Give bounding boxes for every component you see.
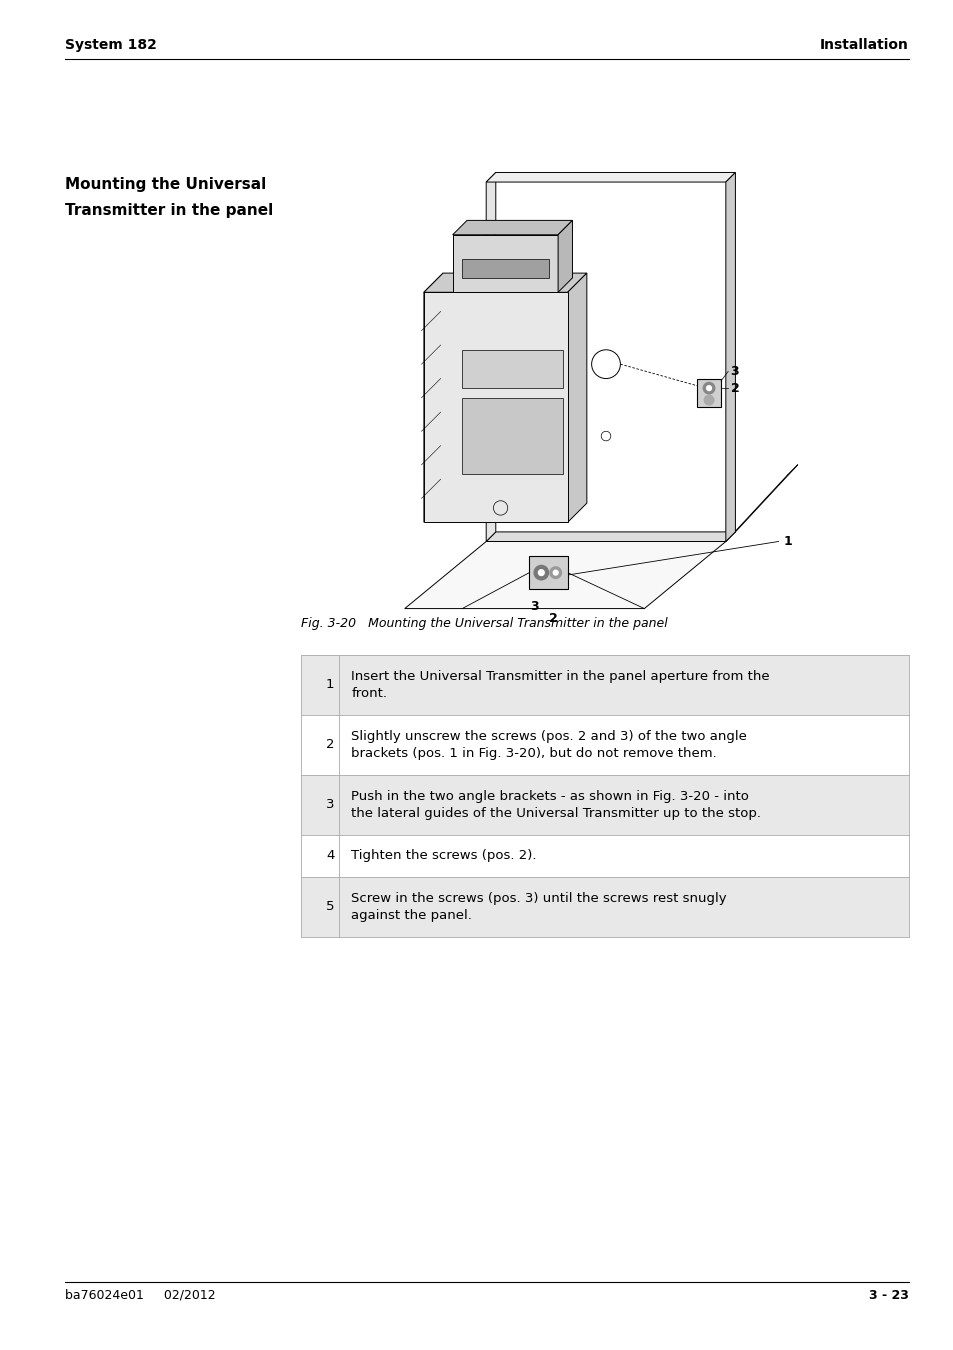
Text: 5: 5 bbox=[326, 900, 334, 914]
Text: 1: 1 bbox=[326, 679, 334, 691]
Circle shape bbox=[534, 566, 548, 580]
Circle shape bbox=[703, 396, 713, 405]
Text: 2: 2 bbox=[730, 382, 739, 394]
Polygon shape bbox=[462, 398, 562, 474]
Polygon shape bbox=[452, 220, 572, 235]
Polygon shape bbox=[486, 532, 735, 541]
Polygon shape bbox=[452, 235, 558, 293]
Text: Fig. 3-20   Mounting the Universal Transmitter in the panel: Fig. 3-20 Mounting the Universal Transmi… bbox=[301, 617, 667, 630]
Text: Screw in the screws (pos. 3) until the screws rest snugly
against the panel.: Screw in the screws (pos. 3) until the s… bbox=[351, 892, 726, 922]
Polygon shape bbox=[697, 378, 720, 408]
Polygon shape bbox=[567, 273, 586, 522]
Text: 2: 2 bbox=[326, 738, 334, 752]
Polygon shape bbox=[462, 350, 562, 389]
Text: 2: 2 bbox=[548, 612, 558, 625]
Text: 3: 3 bbox=[730, 364, 739, 378]
FancyBboxPatch shape bbox=[301, 836, 908, 878]
Text: 1: 1 bbox=[782, 535, 791, 548]
Polygon shape bbox=[404, 541, 725, 609]
Text: Insert the Universal Transmitter in the panel aperture from the
front.: Insert the Universal Transmitter in the … bbox=[351, 670, 769, 701]
FancyBboxPatch shape bbox=[301, 878, 908, 937]
Text: 4: 4 bbox=[326, 849, 334, 863]
FancyBboxPatch shape bbox=[301, 655, 908, 716]
Polygon shape bbox=[486, 173, 735, 182]
Text: Installation: Installation bbox=[820, 38, 908, 53]
Text: Slightly unscrew the screws (pos. 2 and 3) of the two angle
brackets (pos. 1 in : Slightly unscrew the screws (pos. 2 and … bbox=[351, 730, 746, 760]
Text: Mounting the Universal: Mounting the Universal bbox=[65, 177, 266, 192]
Circle shape bbox=[549, 567, 561, 578]
Text: ba76024e01     02/2012: ba76024e01 02/2012 bbox=[65, 1289, 215, 1301]
Text: Push in the two angle brackets - as shown in Fig. 3-20 - into
the lateral guides: Push in the two angle brackets - as show… bbox=[351, 790, 760, 819]
Polygon shape bbox=[423, 273, 442, 522]
Text: System 182: System 182 bbox=[65, 38, 156, 53]
Circle shape bbox=[706, 386, 711, 390]
Polygon shape bbox=[423, 293, 567, 522]
Text: 3: 3 bbox=[326, 798, 334, 811]
Polygon shape bbox=[462, 259, 548, 278]
Circle shape bbox=[537, 570, 543, 575]
Polygon shape bbox=[423, 273, 586, 293]
Polygon shape bbox=[529, 556, 567, 590]
Text: Transmitter in the panel: Transmitter in the panel bbox=[65, 202, 273, 217]
Text: 3: 3 bbox=[529, 599, 537, 613]
Polygon shape bbox=[486, 173, 496, 541]
Circle shape bbox=[702, 382, 714, 394]
Text: 3 - 23: 3 - 23 bbox=[868, 1289, 908, 1301]
FancyBboxPatch shape bbox=[301, 775, 908, 836]
Polygon shape bbox=[558, 220, 572, 293]
FancyBboxPatch shape bbox=[301, 716, 908, 775]
Polygon shape bbox=[725, 173, 735, 541]
Text: Tighten the screws (pos. 2).: Tighten the screws (pos. 2). bbox=[351, 849, 537, 863]
Circle shape bbox=[553, 570, 558, 575]
